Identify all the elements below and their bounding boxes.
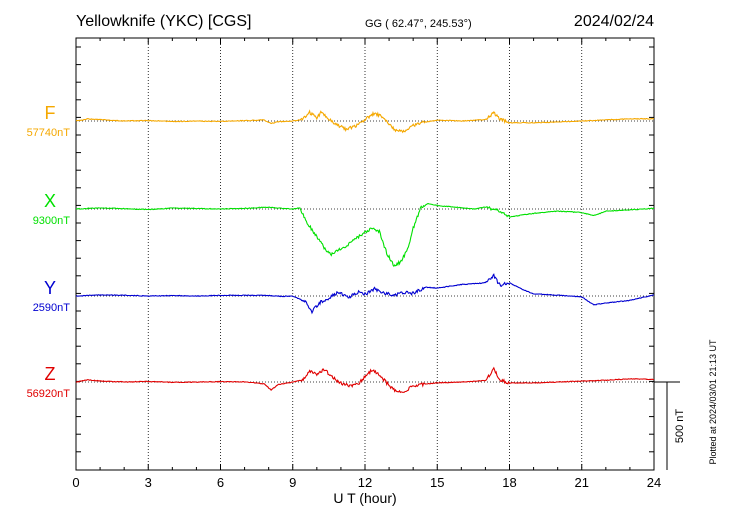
series-baseline-y: 2590nT [33, 302, 71, 314]
x-tick-label: 18 [502, 475, 516, 490]
series-name-f: F [45, 103, 56, 123]
station-title: Yellowknife (YKC) [CGS] [76, 13, 251, 30]
coordinates-label: GG ( 62.47°, 245.53°) [365, 18, 472, 30]
x-tick-label: 21 [575, 475, 589, 490]
plotted-at-note: Plotted at 2024/03/01 21:13 UT [708, 339, 718, 465]
x-tick-label: 12 [358, 475, 372, 490]
x-tick-label: 24 [647, 475, 661, 490]
x-tick-label: 9 [289, 475, 296, 490]
series-line-z [75, 366, 655, 394]
series-name-x: X [44, 191, 56, 211]
x-tick-label: 6 [217, 475, 224, 490]
series-line-f [75, 109, 655, 134]
series-group [75, 109, 655, 394]
x-tick-label: 3 [145, 475, 152, 490]
series-labels: F 57740nT X 9300nT Y 2590nT Z 56920nT [27, 103, 71, 400]
x-tick-label: 15 [430, 475, 444, 490]
series-baseline-z: 56920nT [27, 388, 71, 400]
series-baseline-x: 9300nT [33, 215, 71, 227]
date-label: 2024/02/24 [574, 13, 654, 30]
grid-lines [147, 38, 583, 470]
axis-ticks: 0 3 6 9 12 15 18 21 24 [72, 38, 661, 490]
series-baseline-f: 57740nT [27, 127, 71, 139]
series-name-y: Y [44, 278, 56, 298]
x-axis-label: U T (hour) [333, 490, 396, 506]
series-name-z: Z [45, 364, 56, 384]
series-line-x [76, 203, 655, 268]
x-tick-label: 0 [72, 475, 79, 490]
series-line-y [75, 273, 654, 315]
scale-bar-label: 500 nT [674, 409, 686, 444]
